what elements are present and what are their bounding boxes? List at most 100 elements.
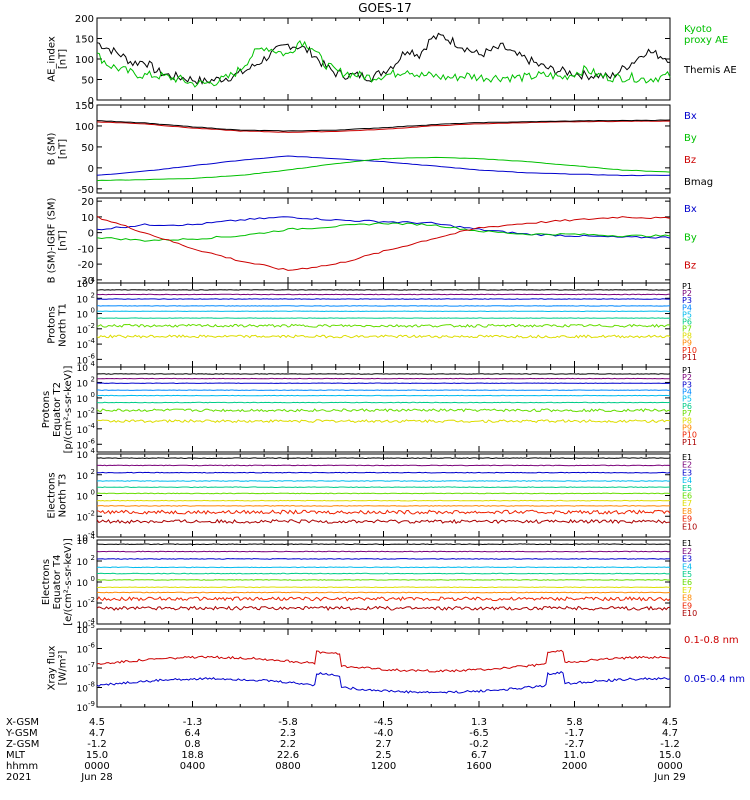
legend-label: P1 (682, 282, 692, 291)
y-tick-label: 10 (77, 441, 89, 451)
legend-label: P8 (682, 332, 692, 341)
y-tick-label: 10 (77, 410, 89, 420)
y-tick-label: 0 (88, 96, 94, 107)
y-tick-label: 10 (77, 537, 89, 547)
flux-trace (96, 486, 671, 489)
flux-trace (96, 408, 670, 413)
flux-trace (96, 518, 671, 525)
y-axis-label: [nT] (58, 139, 69, 159)
y-tick-label: 100 (75, 122, 94, 133)
legend-label: E3 (682, 555, 692, 564)
y-axis-label: Protons (47, 306, 58, 343)
y-tick-label: 10 (77, 646, 89, 656)
series-line (96, 120, 671, 133)
series-line (96, 222, 671, 242)
y-tick-exponent: -4 (88, 337, 96, 345)
y-tick-exponent: -6 (88, 437, 96, 445)
y-tick-label: -50 (78, 185, 94, 196)
legend-label: E7 (682, 586, 692, 595)
y-tick-label: 10 (77, 379, 89, 389)
y-tick-label: 10 (77, 280, 89, 290)
flux-trace (96, 310, 670, 313)
x-axis-value: -6.5 (469, 728, 489, 739)
x-axis-value: -5.8 (278, 717, 298, 728)
legend-label: Bz (684, 155, 696, 166)
x-axis-value: 0000 (84, 761, 109, 772)
x-axis-row-label: MLT (6, 750, 26, 761)
flux-trace (96, 457, 671, 460)
y-axis-label: Equator T2 (52, 382, 63, 437)
y-tick-label: 10 (77, 472, 89, 482)
legend-label: 0.1-0.8 nm (684, 635, 739, 646)
panel-8: Xray flux [W/m²]10-510-610-710-810 -90.1-0… (47, 622, 746, 714)
flux-trace (96, 492, 671, 495)
legend-label: E3 (682, 468, 692, 477)
y-axis-label: AE_index (47, 36, 58, 82)
legend-label: By (684, 133, 697, 144)
legend-label: P9 (682, 423, 692, 432)
flux-trace (96, 550, 671, 553)
y-tick-label: 10 (77, 600, 89, 610)
x-axis-value: 0.8 (185, 739, 201, 750)
y-tick-label: 10 (77, 513, 89, 523)
x-axis-value: -1.2 (87, 739, 107, 750)
y-tick-label: 10 (77, 704, 89, 714)
flux-trace (96, 566, 671, 569)
legend-label: E4 (682, 476, 692, 485)
legend-label: E9 (682, 601, 692, 610)
x-axis-value: 15.0 (659, 750, 681, 761)
x-axis-value: 2000 (562, 761, 587, 772)
series-line (96, 119, 671, 132)
legend-label: P6 (682, 317, 692, 326)
legend-label: E10 (682, 609, 697, 618)
y-axis-label: Protons (41, 391, 52, 428)
y-tick-label: 10 (81, 213, 94, 224)
flux-trace (96, 586, 671, 589)
flux-trace (96, 317, 671, 319)
y-tick-label: 100 (75, 55, 94, 66)
legend-label: P2 (682, 373, 692, 382)
x-axis-value: 2.7 (376, 739, 392, 750)
legend-label: P10 (682, 431, 697, 440)
flux-trace (96, 401, 671, 404)
y-tick-exponent: 2 (91, 468, 95, 476)
x-axis-value: 4.7 (662, 728, 678, 739)
x-axis-row-label: hhmm (6, 761, 38, 772)
y-tick-exponent: 0 (91, 391, 95, 399)
y-tick-label: 10 (77, 364, 89, 374)
flux-trace (96, 334, 671, 339)
y-axis-label: [W/m²] (58, 650, 69, 685)
y-tick-exponent: 0 (91, 307, 95, 315)
y-tick-label: 10 (77, 311, 89, 321)
y-axis-label: North T3 (58, 474, 69, 518)
legend-label: E4 (682, 562, 692, 571)
y-tick-exponent: -6 (88, 352, 96, 360)
x-axis-row-label: X-GSM (6, 717, 39, 728)
y-tick-label: 10 (77, 395, 89, 405)
legend-label: P8 (682, 416, 692, 425)
y-tick-exponent: -4 (88, 530, 96, 538)
legend-label: Themis AE (683, 65, 737, 76)
flux-trace (96, 499, 671, 502)
y-tick-label: 10 (77, 665, 89, 675)
legend-label: E9 (682, 515, 692, 524)
legend-label: E5 (682, 484, 692, 493)
chart-title: GOES-17 (358, 1, 412, 15)
legend-label: P1 (682, 366, 692, 375)
x-axis-value: 1200 (371, 761, 396, 772)
flux-trace (96, 649, 671, 673)
y-tick-label: -10 (78, 244, 94, 255)
series-line (96, 156, 671, 182)
x-axis-value: -0.2 (469, 739, 489, 750)
panel-frame (96, 197, 671, 284)
y-tick-exponent: -8 (88, 681, 95, 689)
flux-trace (96, 471, 671, 474)
legend-label: P2 (682, 289, 692, 298)
x-axis-value: -1.2 (660, 739, 680, 750)
legend-label: By (684, 232, 697, 243)
x-axis-value: 2.3 (280, 728, 296, 739)
series-line (96, 40, 671, 88)
x-axis-value: 15.0 (86, 750, 108, 761)
